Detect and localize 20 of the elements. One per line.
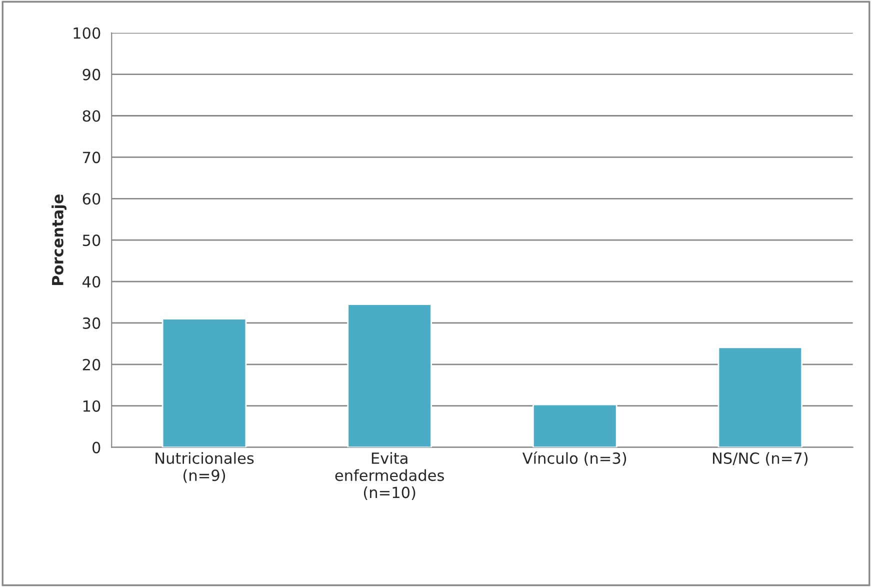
bar bbox=[532, 404, 618, 448]
x-tick-label: Vínculo (n=3) bbox=[522, 452, 626, 466]
y-tick-label: 50 bbox=[82, 234, 100, 246]
y-tick-label: 10 bbox=[83, 400, 100, 412]
y-tick-label: 0 bbox=[92, 442, 100, 454]
bar bbox=[162, 318, 247, 448]
x-tick-label: Nutricionales (n=9) bbox=[156, 452, 254, 483]
x-tick-label: NS/NC (n=7) bbox=[712, 452, 808, 466]
y-axis-title: Porcentaje bbox=[52, 194, 66, 286]
bar bbox=[718, 346, 803, 448]
y-tick-label: 90 bbox=[82, 68, 100, 80]
x-tick-label: Evita enfermedades (n=10) bbox=[335, 452, 444, 500]
y-tick-label: 20 bbox=[82, 358, 100, 370]
y-tick-label: 80 bbox=[82, 110, 100, 122]
y-tick-label: 40 bbox=[82, 276, 100, 288]
y-tick-label: 100 bbox=[74, 27, 100, 39]
y-tick-label: 70 bbox=[83, 152, 100, 164]
y-tick-label: 30 bbox=[82, 317, 100, 329]
bar bbox=[347, 304, 432, 448]
y-tick-label: 60 bbox=[82, 193, 100, 205]
